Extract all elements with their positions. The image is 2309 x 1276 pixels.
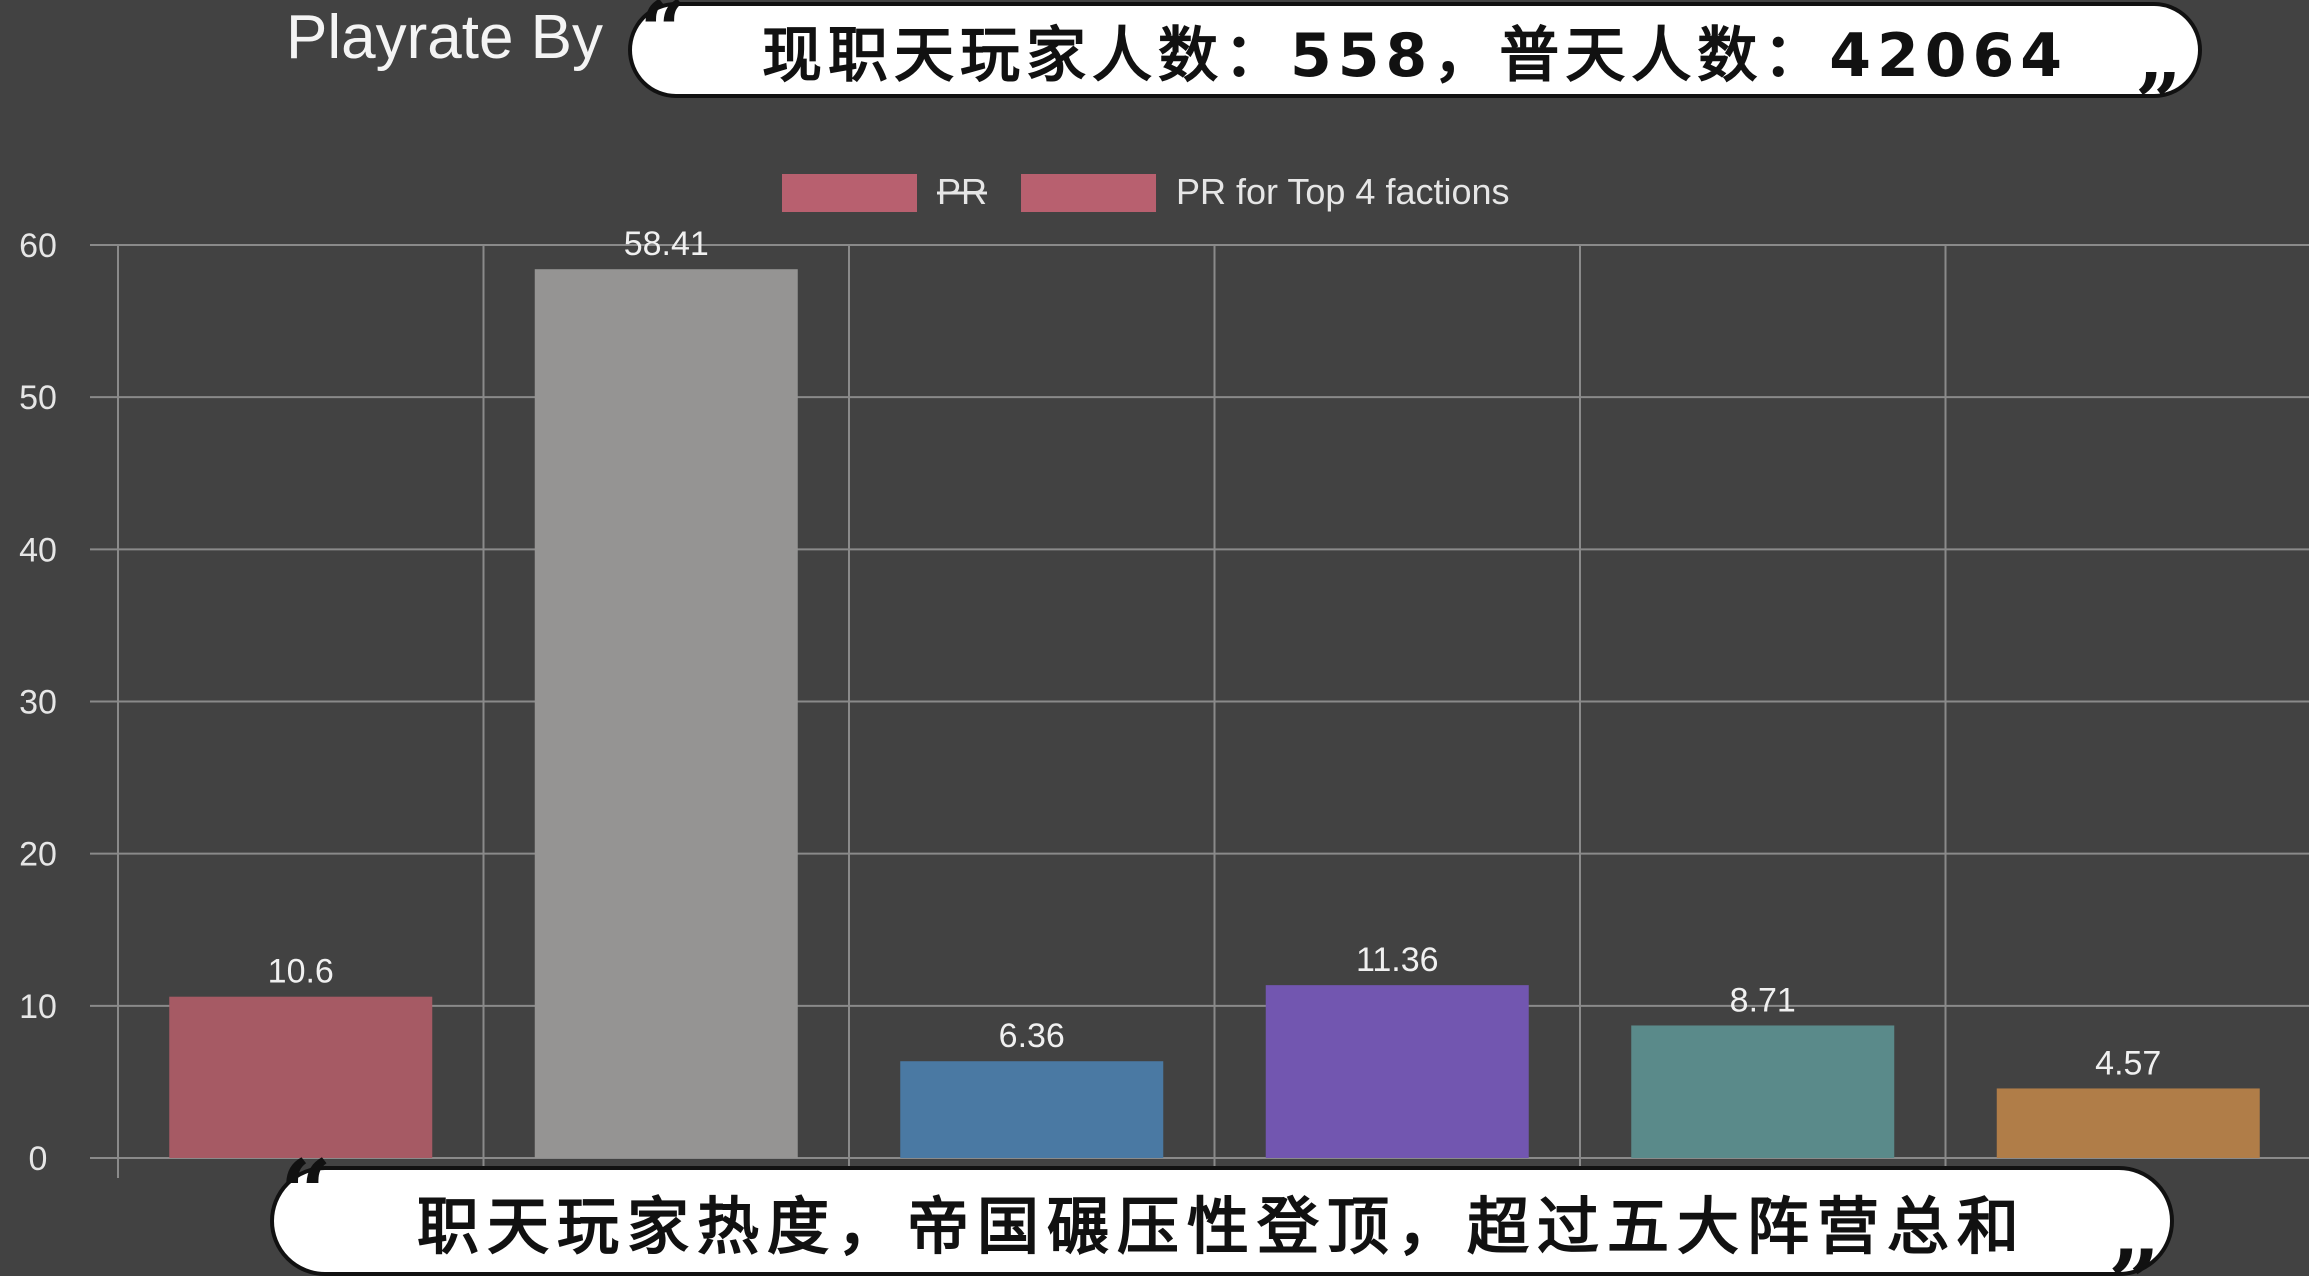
bar bbox=[1996, 1088, 2260, 1158]
caption-top-text: 现职天玩家人数：558，普天人数：42064 bbox=[762, 20, 2068, 91]
y-tick-label: 50 bbox=[19, 379, 57, 417]
bar-value-label: 11.36 bbox=[1356, 941, 1439, 979]
bar bbox=[534, 269, 798, 1159]
bar-value-label: 58.41 bbox=[624, 225, 709, 263]
caption-top-close-quote: ” bbox=[2135, 55, 2182, 149]
chart-title: Playrate By bbox=[286, 3, 604, 72]
bar-value-label: 4.57 bbox=[2095, 1044, 2161, 1082]
bar-value-label: 10.6 bbox=[268, 953, 334, 991]
legend-swatch bbox=[1021, 174, 1157, 212]
y-tick-label: 40 bbox=[19, 531, 57, 569]
y-tick-label: 10 bbox=[19, 988, 57, 1026]
bar bbox=[1631, 1025, 1895, 1158]
caption-bottom-text: 职天玩家热度，帝国碾压性登顶，超过五大阵营总和 bbox=[416, 1190, 2027, 1263]
y-tick-label: 0 bbox=[29, 1140, 48, 1178]
y-tick-label: 60 bbox=[19, 227, 57, 265]
bar bbox=[169, 996, 433, 1158]
caption-bottom-close-quote: ” bbox=[2108, 1238, 2160, 1276]
caption-bottom-open-quote: “ bbox=[280, 1140, 332, 1246]
legend-label: PR for Top 4 factions bbox=[1176, 171, 1510, 212]
y-tick-label: 30 bbox=[19, 684, 57, 722]
caption-bottom: 职天玩家热度，帝国碾压性登顶，超过五大阵营总和 bbox=[270, 1166, 2174, 1276]
bar-value-label: 6.36 bbox=[999, 1017, 1065, 1055]
legend-swatch bbox=[782, 174, 917, 212]
bar bbox=[1265, 985, 1529, 1158]
bar-value-label: 8.71 bbox=[1730, 981, 1796, 1019]
caption-top-open-quote: “ bbox=[640, 0, 687, 77]
bar bbox=[900, 1061, 1164, 1158]
y-tick-label: 20 bbox=[19, 836, 57, 874]
caption-top: 现职天玩家人数：558，普天人数：42064 bbox=[628, 2, 2202, 98]
